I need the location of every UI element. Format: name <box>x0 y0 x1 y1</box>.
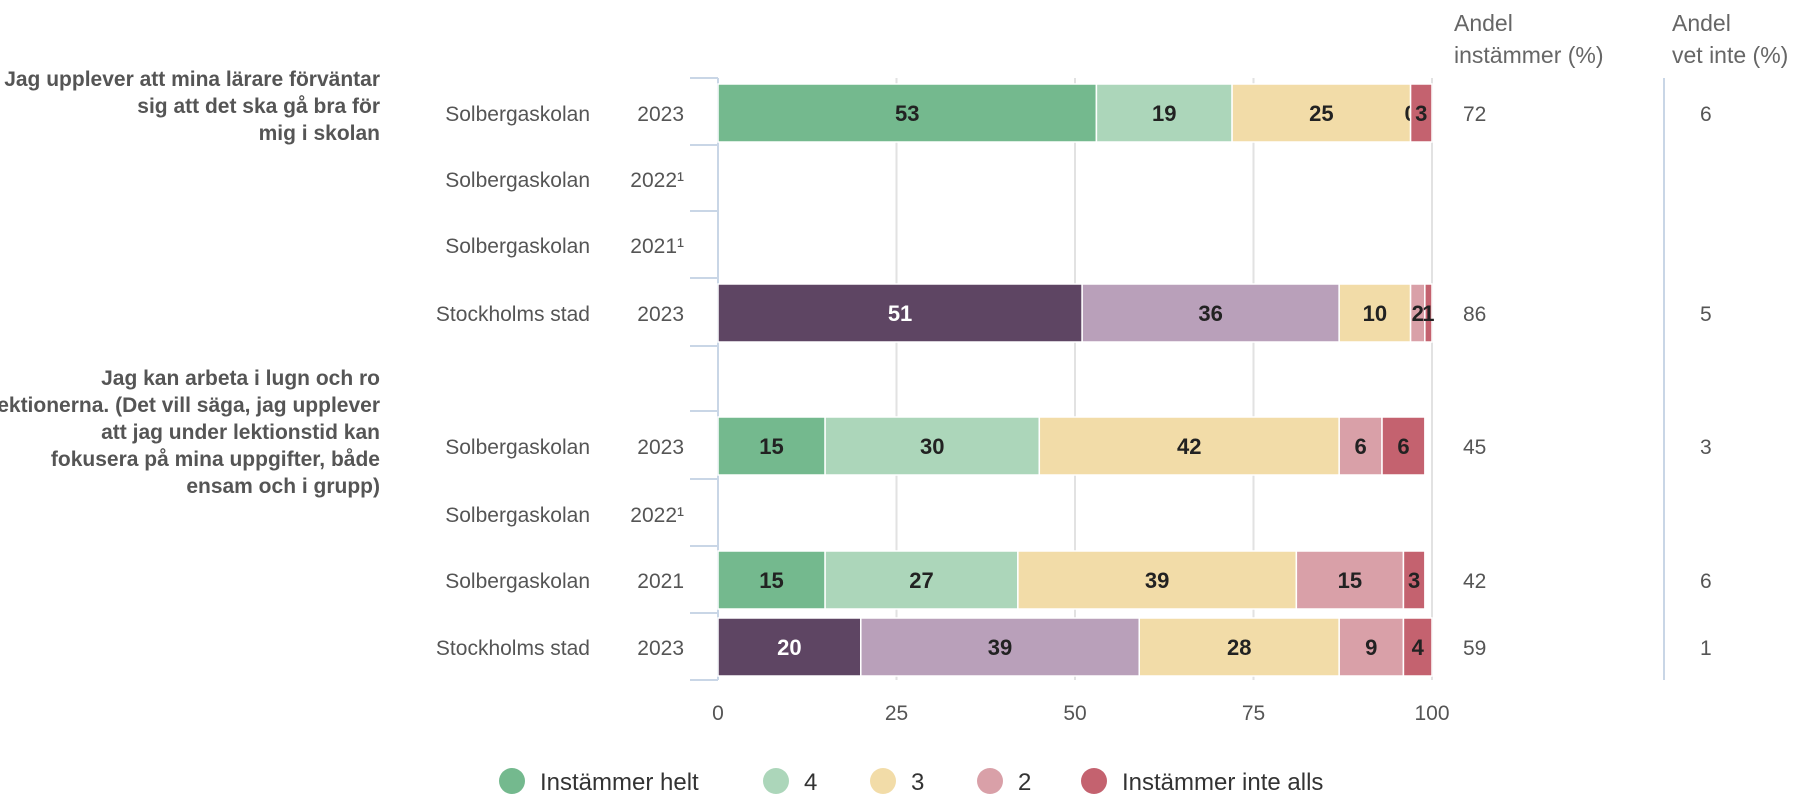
row-unit-label: Solbergaskolan <box>445 235 590 258</box>
data-label: 4 <box>1412 635 1425 660</box>
x-tick-label: 50 <box>1063 702 1086 725</box>
row-unit-label: Solbergaskolan <box>445 570 590 593</box>
row-year-label: 2022¹ <box>630 504 684 527</box>
bar-segment <box>1231 83 1412 143</box>
instammer-value: 45 <box>1463 436 1486 459</box>
row-year-label: 2021¹ <box>630 235 684 258</box>
row-year-label: 2023 <box>637 303 684 326</box>
data-label: 20 <box>777 635 801 660</box>
data-label: 19 <box>1152 101 1176 126</box>
stat-header: Andel vet inte (%) <box>1672 10 1788 68</box>
legend-marker <box>1081 768 1107 794</box>
x-axis-ticks: 0 25 50 75 100 <box>712 702 1449 725</box>
bar-segment <box>1295 550 1405 610</box>
instammer-value: 59 <box>1463 637 1486 660</box>
data-label: 3 <box>1415 101 1427 126</box>
data-label: 39 <box>988 635 1012 660</box>
row-year-label: 2022¹ <box>630 169 684 192</box>
x-tick-label: 0 <box>712 702 724 725</box>
vet-inte-value: 6 <box>1700 103 1712 126</box>
bar-segment <box>860 617 1141 677</box>
data-label: 1 <box>1422 301 1434 326</box>
data-label: 6 <box>1397 434 1409 459</box>
bar-segment <box>717 416 826 476</box>
bar-segment <box>1338 416 1383 476</box>
data-label: 42 <box>1177 434 1201 459</box>
data-label: 15 <box>1338 568 1362 593</box>
row-year-label: 2023 <box>637 637 684 660</box>
bar-segment <box>824 550 1019 610</box>
legend-marker <box>763 768 789 794</box>
data-label: 3 <box>1408 568 1420 593</box>
instammer-value: 42 <box>1463 570 1486 593</box>
legend-label: 4 <box>804 769 817 794</box>
vet-inte-value: 6 <box>1700 570 1712 593</box>
data-label: 15 <box>759 568 783 593</box>
legend-label: 2 <box>1018 769 1031 794</box>
data-label: 10 <box>1363 301 1387 326</box>
stat-header: Andel instämmer (%) <box>1454 10 1604 68</box>
bar-segment <box>1409 83 1433 143</box>
instammer-value: 86 <box>1463 303 1486 326</box>
stat-columns: Andel instämmer (%) Andel vet inte (%) 72 6 86… <box>1454 10 1788 680</box>
bar-segment <box>1402 617 1433 677</box>
bar-segment <box>1138 617 1340 677</box>
row-unit-label: Solbergaskolan <box>445 436 590 459</box>
data-label: 51 <box>888 301 912 326</box>
legend-marker <box>977 768 1003 794</box>
bar-segment <box>1338 617 1405 677</box>
legend-marker <box>870 768 896 794</box>
legend: Instämmer helt 4 3 2 Instämmer inte alls <box>499 768 1323 794</box>
bar-segment <box>717 83 1098 143</box>
legend-label: 3 <box>911 769 924 794</box>
bar-segment <box>717 550 826 610</box>
data-label: 39 <box>1145 568 1169 593</box>
legend-label: Instämmer helt <box>540 769 699 794</box>
data-label: 9 <box>1365 635 1377 660</box>
bar-segment <box>1081 283 1340 343</box>
data-label: 15 <box>759 434 783 459</box>
row-year-label: 2021 <box>637 570 684 593</box>
data-label: 28 <box>1227 635 1251 660</box>
bar-segment <box>1017 550 1298 610</box>
data-label: 2 <box>1412 301 1424 326</box>
bar-segment <box>1424 283 1433 343</box>
row-unit-label: Solbergaskolan <box>445 103 590 126</box>
data-label: 30 <box>920 434 944 459</box>
instammer-value: 72 <box>1463 103 1486 126</box>
x-tick-label: 75 <box>1242 702 1265 725</box>
row-unit-label: Solbergaskolan <box>445 169 590 192</box>
legend-marker <box>499 768 525 794</box>
bars: 5319250351361021153042661527391532039289… <box>717 83 1435 677</box>
bar-segment <box>1381 416 1426 476</box>
question-label: Jag kan arbeta i lugn och ro på lektioner… <box>0 367 380 498</box>
legend-label: Instämmer inte alls <box>1122 769 1323 794</box>
y-axis <box>690 77 719 681</box>
bar-segment <box>1402 550 1426 610</box>
vet-inte-value: 1 <box>1700 637 1712 660</box>
row-unit-label: Solbergaskolan <box>445 504 590 527</box>
data-label: 53 <box>895 101 919 126</box>
data-label: 27 <box>909 568 933 593</box>
vet-inte-value: 5 <box>1700 303 1712 326</box>
data-label: 25 <box>1309 101 1333 126</box>
data-label: 6 <box>1354 434 1366 459</box>
row-labels: Jag upplever att mina lärare förväntar si… <box>0 68 684 660</box>
question-label: Jag upplever att mina lärare förväntar si… <box>4 68 380 145</box>
bar-segment <box>717 617 862 677</box>
bar-segment <box>824 416 1041 476</box>
x-tick-label: 100 <box>1414 702 1449 725</box>
x-tick-label: 25 <box>885 702 908 725</box>
data-label: 36 <box>1198 301 1222 326</box>
row-year-label: 2023 <box>637 103 684 126</box>
row-unit-label: Stockholms stad <box>436 637 590 660</box>
row-unit-label: Stockholms stad <box>436 303 590 326</box>
vet-inte-value: 3 <box>1700 436 1712 459</box>
row-year-label: 2023 <box>637 436 684 459</box>
bar-segment <box>717 283 1083 343</box>
